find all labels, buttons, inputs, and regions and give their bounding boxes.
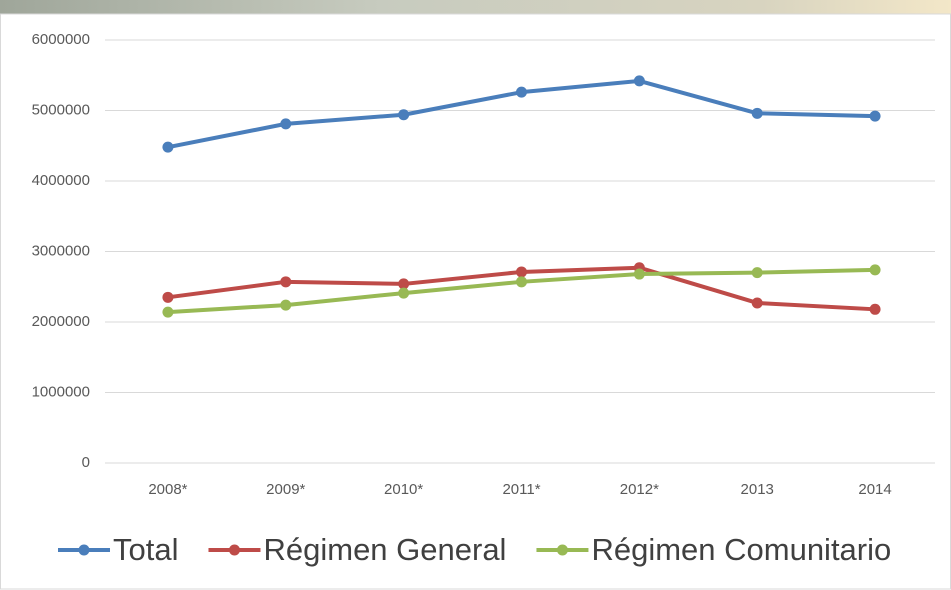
data-point	[280, 276, 291, 287]
legend-label: Régimen General	[263, 532, 506, 567]
y-tick-label: 0	[82, 454, 90, 471]
data-point	[752, 267, 763, 278]
data-point	[162, 142, 173, 153]
data-point	[752, 297, 763, 308]
x-tick-label: 2009*	[266, 481, 305, 498]
data-point	[280, 118, 291, 129]
data-point	[752, 108, 763, 119]
x-tick-label: 2011*	[502, 481, 540, 498]
data-point	[870, 111, 881, 122]
data-point	[162, 307, 173, 318]
data-point	[516, 276, 527, 287]
legend-label: Total	[113, 532, 178, 567]
data-point	[516, 266, 527, 277]
data-point	[398, 109, 409, 120]
x-tick-label: 2012*	[620, 481, 659, 498]
x-tick-label: 2013	[741, 481, 774, 498]
y-tick-label: 2000000	[32, 313, 90, 330]
page: 0 1000000 2000000 3000000 4000000 5000000 6000…	[0, 0, 951, 590]
background-strip	[0, 0, 951, 14]
data-point	[634, 75, 645, 86]
y-tick-label: 6000000	[32, 31, 90, 48]
data-point	[870, 304, 881, 315]
legend-marker	[229, 545, 240, 556]
y-tick-label: 5000000	[32, 101, 90, 118]
data-point	[634, 269, 645, 280]
y-tick-label: 4000000	[32, 172, 90, 189]
x-tick-label: 2014	[858, 481, 891, 498]
legend-label: Régimen Comunitario	[591, 532, 891, 567]
x-tick-label: 2008*	[148, 481, 187, 498]
data-point	[280, 300, 291, 311]
y-tick-label: 3000000	[32, 242, 90, 259]
data-point	[516, 87, 527, 98]
data-point	[398, 288, 409, 299]
data-point	[162, 292, 173, 303]
legend-marker	[557, 545, 568, 556]
chart: 0 1000000 2000000 3000000 4000000 5000000 6000…	[0, 0, 951, 590]
legend-marker	[79, 545, 90, 556]
x-tick-label: 2010*	[384, 481, 423, 498]
y-tick-label: 1000000	[32, 383, 90, 400]
data-point	[870, 264, 881, 275]
